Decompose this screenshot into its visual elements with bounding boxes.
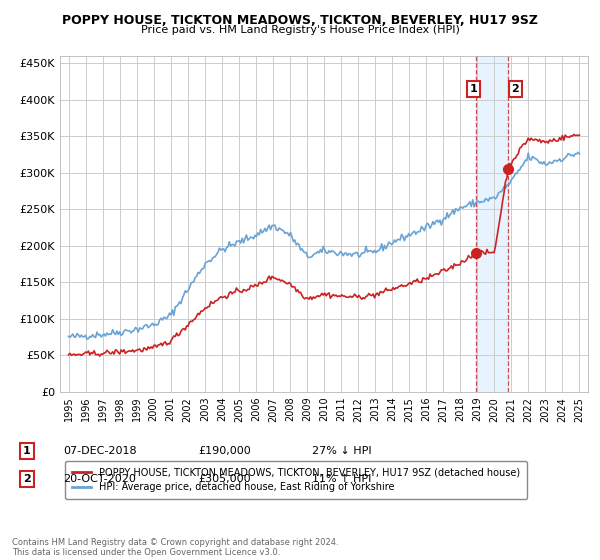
Text: POPPY HOUSE, TICKTON MEADOWS, TICKTON, BEVERLEY, HU17 9SZ: POPPY HOUSE, TICKTON MEADOWS, TICKTON, B…: [62, 14, 538, 27]
Text: Contains HM Land Registry data © Crown copyright and database right 2024.
This d: Contains HM Land Registry data © Crown c…: [12, 538, 338, 557]
Bar: [476, 56, 508, 392]
Text: 07-DEC-2018: 07-DEC-2018: [63, 446, 137, 456]
Text: 1: 1: [469, 84, 477, 94]
Text: £190,000: £190,000: [198, 446, 251, 456]
Text: 27% ↓ HPI: 27% ↓ HPI: [312, 446, 371, 456]
Legend: POPPY HOUSE, TICKTON MEADOWS, TICKTON, BEVERLEY, HU17 9SZ (detached house), HPI:: POPPY HOUSE, TICKTON MEADOWS, TICKTON, B…: [65, 461, 527, 499]
Text: 2: 2: [23, 474, 31, 484]
Text: 20-OCT-2020: 20-OCT-2020: [63, 474, 136, 484]
Text: 1: 1: [23, 446, 31, 456]
Text: £305,000: £305,000: [198, 474, 251, 484]
Text: 11% ↑ HPI: 11% ↑ HPI: [312, 474, 371, 484]
Text: 2: 2: [512, 84, 520, 94]
Text: Price paid vs. HM Land Registry's House Price Index (HPI): Price paid vs. HM Land Registry's House …: [140, 25, 460, 35]
